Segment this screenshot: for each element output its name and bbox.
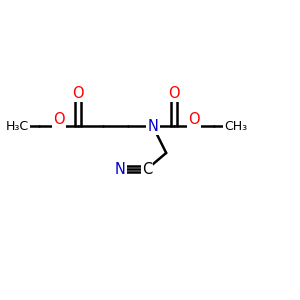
Text: N: N bbox=[115, 162, 126, 177]
Text: CH₃: CH₃ bbox=[224, 120, 247, 133]
Text: O: O bbox=[168, 86, 180, 101]
Text: H₃C: H₃C bbox=[6, 120, 29, 133]
Text: N: N bbox=[148, 119, 158, 134]
Text: O: O bbox=[53, 112, 65, 128]
Text: O: O bbox=[72, 86, 84, 101]
Text: C: C bbox=[142, 162, 152, 177]
Text: O: O bbox=[188, 112, 200, 128]
